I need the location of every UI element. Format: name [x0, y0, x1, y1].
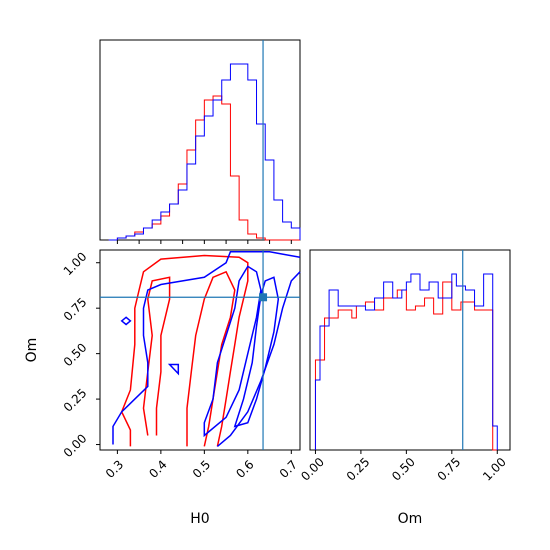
joint-ytick-label-4: 1.00 — [61, 250, 90, 279]
om-hist-red — [314, 281, 498, 451]
xlabel-h0: H0 — [190, 511, 209, 527]
joint-contour-8 — [167, 363, 180, 376]
om-xtick-label-0: 0.00 — [298, 455, 327, 484]
om-hist-frame — [309, 249, 511, 451]
joint-contour-0 — [120, 254, 249, 447]
joint-xtick-label-3: 0.6 — [233, 457, 256, 480]
joint-contour-5 — [203, 265, 262, 438]
joint-xtick-label-1: 0.4 — [146, 457, 169, 480]
joint-frame — [99, 249, 301, 451]
joint-contour-6 — [233, 276, 280, 428]
joint-xtick-label-0: 0.3 — [103, 457, 126, 480]
joint-contour-4 — [216, 271, 301, 447]
joint-ytick-label-3: 0.75 — [61, 295, 90, 324]
om-xtick-label-2: 0.50 — [389, 455, 418, 484]
joint-xtick-label-4: 0.7 — [277, 457, 300, 480]
joint-ytick-label-0: 0.00 — [61, 431, 90, 460]
joint-contour-1 — [186, 270, 236, 447]
om-histogram — [314, 250, 498, 451]
joint-contour-7 — [120, 316, 132, 326]
h0-histogram — [108, 40, 301, 241]
ticks: 0.3 0.4 0.5 0.6 0.70.000.250.500.751.000.00 0… — [61, 240, 509, 484]
xlabel-om: Om — [398, 511, 423, 527]
joint-ytick-label-2: 0.50 — [61, 340, 90, 369]
joint-contour-3 — [112, 251, 301, 445]
h0-hist-frame — [99, 39, 301, 241]
h0-hist-blue — [108, 63, 301, 241]
om-xtick-label-4: 1.00 — [480, 455, 509, 484]
joint-xtick-label-2: 0.5 — [190, 457, 213, 480]
om-xtick-label-1: 0.25 — [344, 455, 373, 484]
om-xtick-label-3: 0.75 — [435, 455, 464, 484]
h0-hist-red — [108, 95, 300, 241]
joint-truth-marker — [259, 293, 268, 302]
om-hist-blue — [314, 273, 498, 450]
ylabel-om: Om — [24, 338, 40, 363]
joint-ytick-label-1: 0.25 — [61, 386, 90, 415]
joint-contours — [100, 250, 301, 450]
